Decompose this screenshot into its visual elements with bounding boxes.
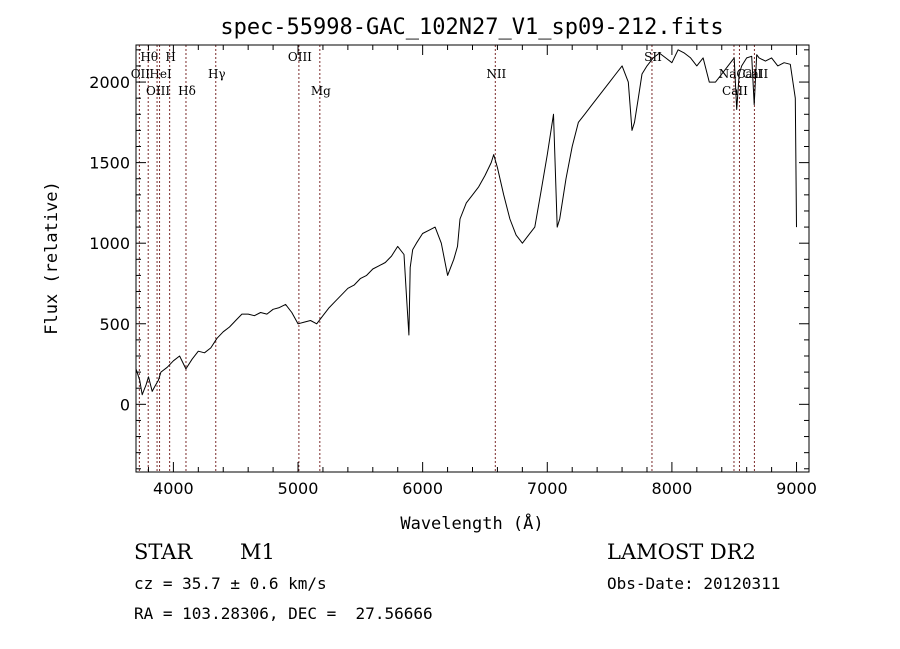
spectral-line-label: OIII bbox=[288, 50, 312, 64]
x-tick-label: 7000 bbox=[527, 479, 568, 498]
spectral-line-label: Hδ bbox=[178, 84, 196, 98]
y-tick-label: 500 bbox=[99, 315, 130, 334]
x-tick-label: 8000 bbox=[652, 479, 693, 498]
x-tick-label: 4000 bbox=[153, 479, 194, 498]
y-tick-label: 2000 bbox=[89, 73, 130, 92]
axis-ticks-layer: 4000 5000 6000 7000 8000 9000 0 500 1000 1500 2000 bbox=[89, 45, 817, 498]
object-class: STAR bbox=[134, 540, 193, 564]
spectral-line-label: NaCaII bbox=[719, 67, 763, 81]
spectral-line-label: Mg bbox=[311, 84, 331, 98]
plot-frame bbox=[135, 44, 810, 473]
spectral-line-label: NII bbox=[486, 67, 506, 81]
spectral-line-label: SII bbox=[644, 50, 662, 64]
spectral-line-label: HeI bbox=[149, 67, 172, 81]
object-subclass: M1 bbox=[240, 540, 275, 564]
x-tick-label: 5000 bbox=[278, 479, 319, 498]
redshift-text: cz = 35.7 ± 0.6 km/s bbox=[134, 574, 327, 593]
chart-title: spec-55998-GAC_102N27_V1_sp09-212.fits bbox=[220, 15, 723, 40]
survey-name: LAMOST DR2 bbox=[607, 540, 756, 564]
spectral-line-label: Hγ bbox=[208, 67, 226, 81]
y-tick-label: 1500 bbox=[89, 154, 130, 173]
spectral-line-label: H bbox=[165, 50, 175, 64]
spectrum-series-line bbox=[135, 49, 797, 396]
spectral-line-label: OIII bbox=[146, 84, 170, 98]
series-layer bbox=[135, 49, 797, 396]
y-axis-label: Flux (relative) bbox=[42, 181, 62, 335]
spectral-line-label: Hθ bbox=[140, 50, 158, 64]
x-tick-label: 9000 bbox=[776, 479, 817, 498]
obs-date-text: Obs-Date: 20120311 bbox=[607, 574, 781, 593]
y-tick-label: 0 bbox=[120, 395, 130, 414]
x-axis-label: Wavelength (Å) bbox=[400, 512, 543, 534]
spectral-line-label: CaII bbox=[722, 84, 748, 98]
spectral-line-label: OII bbox=[131, 67, 151, 81]
coordinates-text: RA = 103.28306, DEC = 27.56666 bbox=[134, 604, 433, 623]
x-tick-label: 6000 bbox=[402, 479, 443, 498]
y-tick-label: 1000 bbox=[89, 234, 130, 253]
